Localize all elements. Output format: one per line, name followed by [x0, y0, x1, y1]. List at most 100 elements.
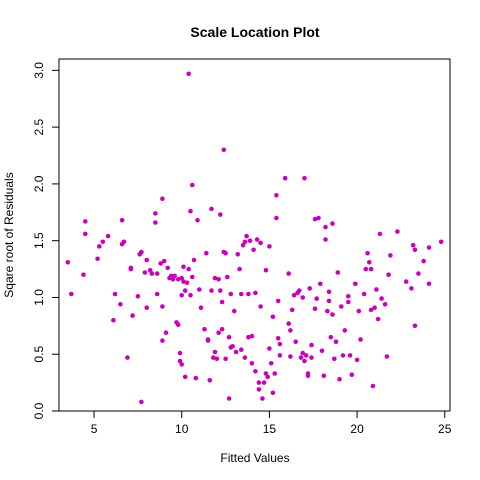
data-point	[239, 292, 244, 297]
data-point	[139, 250, 144, 255]
y-axis: 0.0 0.5 1.0 1.5 2.0 2.5 3.0	[32, 62, 59, 420]
data-point	[378, 232, 383, 237]
y-tick-label: 2.5	[32, 118, 46, 135]
data-point	[160, 196, 165, 201]
data-point	[350, 372, 355, 377]
y-tick-label: 3.0	[32, 62, 46, 79]
data-point	[383, 302, 388, 307]
data-point	[253, 291, 258, 296]
x-tick-label: 15	[263, 422, 277, 436]
data-point	[234, 350, 239, 355]
data-point	[153, 211, 158, 216]
data-point	[286, 271, 291, 276]
data-point	[299, 355, 304, 360]
x-tick-label: 25	[438, 422, 452, 436]
data-point	[83, 219, 88, 224]
data-point	[160, 338, 165, 343]
data-point	[258, 304, 263, 309]
data-point	[183, 288, 188, 293]
data-point	[220, 327, 225, 332]
data-point	[160, 304, 165, 309]
y-axis-label: Sqare root of Residuals	[2, 172, 16, 297]
x-axis: 5 10 15 20 25	[91, 411, 452, 436]
x-tick-label: 10	[175, 422, 189, 436]
data-point	[334, 339, 339, 344]
data-point	[374, 287, 379, 292]
data-point	[329, 335, 334, 340]
data-point	[236, 252, 241, 257]
data-point	[192, 258, 197, 263]
data-point	[325, 309, 330, 314]
data-point	[355, 358, 360, 363]
data-point	[172, 274, 177, 279]
data-point	[404, 279, 409, 284]
data-point	[227, 396, 232, 401]
data-point	[362, 292, 367, 297]
data-point	[339, 304, 344, 309]
data-point	[332, 357, 337, 362]
data-point	[120, 218, 125, 223]
data-point	[327, 299, 332, 304]
data-point	[139, 400, 144, 405]
data-point	[225, 275, 230, 280]
data-point	[272, 371, 277, 376]
data-point	[379, 296, 384, 301]
data-point	[190, 183, 195, 188]
data-point	[162, 259, 167, 264]
data-point	[369, 267, 374, 272]
data-point	[179, 362, 184, 367]
data-point	[385, 354, 390, 359]
data-point	[239, 347, 244, 352]
data-point	[83, 232, 88, 237]
data-point	[309, 355, 314, 360]
data-point	[323, 225, 328, 230]
data-point	[439, 240, 444, 245]
data-point	[302, 359, 307, 364]
data-point	[181, 265, 186, 270]
data-point	[330, 221, 335, 226]
data-point	[164, 330, 169, 335]
data-point	[346, 300, 351, 305]
data-point	[229, 292, 234, 297]
data-point	[309, 343, 314, 348]
data-point	[271, 391, 276, 396]
data-point	[257, 380, 262, 385]
data-point	[69, 292, 74, 297]
data-point	[218, 288, 223, 293]
data-point	[144, 305, 149, 310]
data-point	[244, 234, 249, 239]
data-point	[413, 324, 418, 329]
data-point	[125, 355, 130, 360]
data-point	[267, 244, 272, 249]
y-tick-label: 0.5	[32, 346, 46, 363]
data-point	[153, 220, 158, 225]
data-point	[307, 286, 312, 291]
data-point	[304, 353, 309, 358]
data-point	[95, 257, 100, 262]
data-point	[358, 337, 363, 342]
data-point	[206, 337, 211, 342]
data-point	[143, 270, 148, 275]
data-point	[220, 300, 225, 305]
y-tick-label: 0.0	[32, 402, 46, 419]
data-point	[81, 272, 86, 277]
data-point	[427, 282, 432, 287]
data-point	[297, 288, 302, 293]
data-point	[204, 251, 209, 256]
data-point	[427, 245, 432, 250]
data-point	[257, 387, 262, 392]
data-point	[411, 243, 416, 248]
data-point	[216, 330, 221, 335]
data-point	[322, 374, 327, 379]
data-point	[409, 286, 414, 291]
data-point	[395, 229, 400, 234]
data-point	[276, 336, 281, 341]
data-point	[118, 302, 123, 307]
data-point	[267, 346, 272, 351]
data-point	[286, 321, 291, 326]
data-point	[155, 292, 160, 297]
x-tick-label: 5	[91, 422, 98, 436]
data-point	[269, 361, 274, 366]
data-point	[341, 353, 346, 358]
data-point	[293, 339, 298, 344]
